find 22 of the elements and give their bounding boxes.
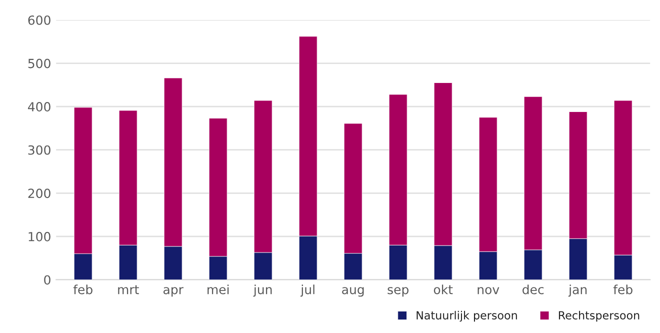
x-tick-label: feb — [613, 284, 632, 294]
x-tick-label: jan — [568, 284, 587, 297]
x-tick-label: dec — [522, 284, 544, 294]
y-tick-label: 600 — [28, 15, 50, 25]
legend-label: Natuurlijk persoon — [416, 310, 517, 322]
x-tick-label: mrt — [118, 285, 139, 294]
y-tick-label: 300 — [28, 145, 50, 155]
x-tick-label: apr — [163, 287, 184, 297]
x-tick-label: jun — [253, 284, 272, 297]
x-tick-label: aug — [342, 287, 364, 297]
x-tick-label: mei — [208, 284, 229, 294]
y-tick-label: 400 — [28, 102, 50, 112]
y-tick-label: 500 — [28, 58, 50, 68]
x-tick-label: okt — [434, 284, 453, 294]
y-tick-label: 100 — [28, 232, 50, 242]
legend-label: Rechtspersoon — [558, 310, 640, 322]
x-tick-label: feb — [73, 284, 92, 294]
y-tick-label: 0 — [44, 275, 50, 285]
x-tick-label: sep — [388, 287, 408, 297]
x-tick-label: nov — [478, 287, 500, 294]
y-tick-label: 200 — [28, 188, 50, 198]
x-tick-label: jul — [300, 284, 314, 297]
